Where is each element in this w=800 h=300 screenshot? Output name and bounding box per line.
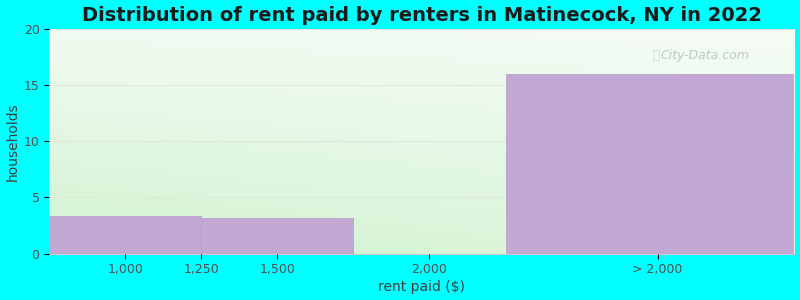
Y-axis label: households: households (6, 102, 19, 181)
Bar (50, 217, 202, 254)
Text: City-Data.com: City-Data.com (661, 49, 750, 62)
Text: 🔍: 🔍 (653, 49, 660, 62)
Bar (202, 218, 354, 254)
Bar (506, 74, 794, 254)
Title: Distribution of rent paid by renters in Matinecock, NY in 2022: Distribution of rent paid by renters in … (82, 6, 762, 25)
X-axis label: rent paid ($): rent paid ($) (378, 280, 466, 294)
